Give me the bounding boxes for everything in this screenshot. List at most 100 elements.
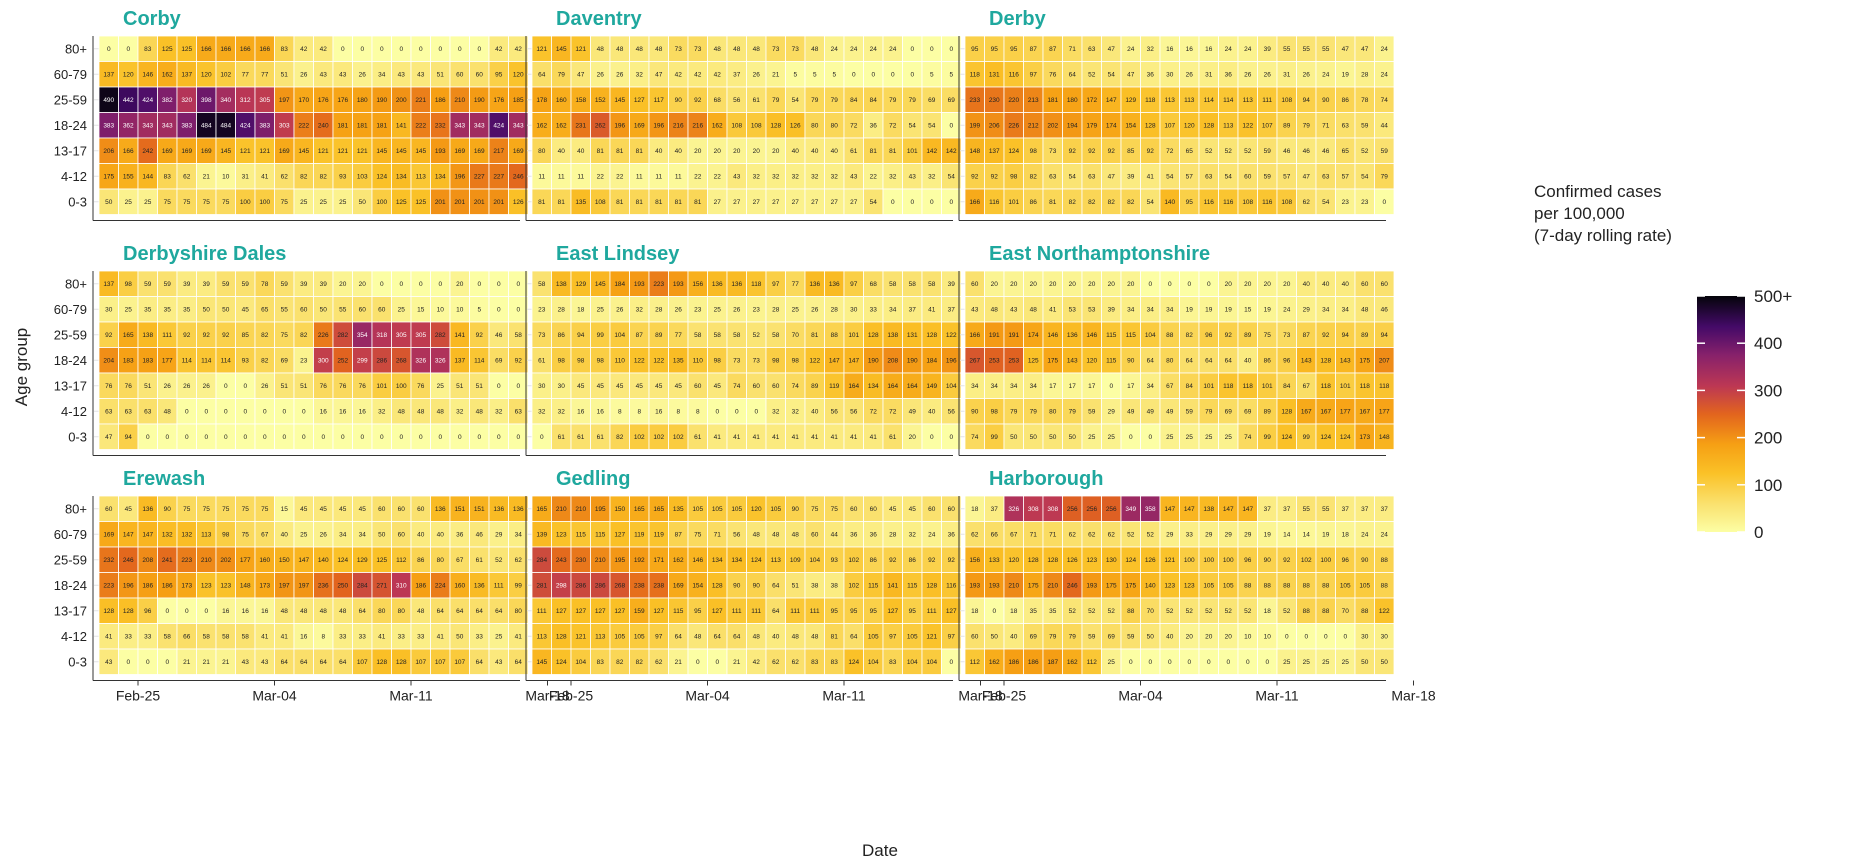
cell-value-label: 59: [1264, 174, 1272, 181]
cell-value-label: 305: [259, 97, 270, 104]
cell-value-label: 169: [474, 148, 485, 155]
cell-value-label: 70: [1147, 608, 1155, 615]
cell-value-label: 52: [1108, 608, 1116, 615]
cell-value-label: 152: [595, 97, 606, 104]
cell-value-label: 82: [616, 659, 624, 666]
cell-value-label: 246: [123, 557, 134, 564]
cell-value-label: 0: [458, 46, 462, 53]
cell-value-label: 95: [870, 608, 878, 615]
cell-value-label: 0: [497, 281, 501, 288]
cell-value-label: 94: [1303, 97, 1311, 104]
cell-value-label: 8: [676, 409, 680, 416]
cell-value-label: 37: [948, 307, 956, 314]
cell-value-label: 48: [398, 409, 406, 416]
cell-value-label: 64: [850, 634, 858, 641]
cell-value-label: 107: [1164, 123, 1175, 130]
cell-value-label: 114: [474, 358, 485, 365]
cell-value-label: 299: [357, 358, 368, 365]
cell-value-label: 256: [1106, 506, 1117, 513]
y-tick-label: 80+: [65, 276, 87, 291]
cell-value-label: 47: [1127, 72, 1135, 79]
cell-value-label: 216: [692, 123, 703, 130]
cell-value-label: 67: [1166, 383, 1174, 390]
cell-value-label: 92: [928, 557, 936, 564]
cell-value-label: 0: [243, 383, 247, 390]
cell-value-label: 105: [712, 506, 723, 513]
cell-value-label: 95: [694, 608, 702, 615]
cell-value-label: 87: [636, 332, 644, 339]
cell-value-label: 97: [948, 634, 956, 641]
cell-value-label: 60: [928, 506, 936, 513]
cell-value-label: 155: [123, 174, 134, 181]
cell-value-label: 36: [456, 532, 464, 539]
cell-value-label: 32: [636, 72, 644, 79]
cell-value-label: 310: [396, 583, 407, 590]
cell-value-label: 75: [222, 199, 230, 206]
cell-value-label: 40: [655, 148, 663, 155]
cell-value-label: 48: [164, 409, 172, 416]
cell-value-label: 62: [1069, 532, 1077, 539]
cell-value-label: 85: [1127, 148, 1135, 155]
cell-value-label: 63: [515, 409, 523, 416]
cell-value-label: 41: [792, 434, 800, 441]
cell-value-label: 116: [1009, 72, 1020, 79]
cell-value-label: 31: [1205, 72, 1213, 79]
cell-value-label: 104: [575, 659, 586, 666]
cell-value-label: 92: [991, 174, 999, 181]
cell-value-label: 26: [261, 383, 269, 390]
cell-value-label: 108: [1281, 97, 1292, 104]
cell-value-label: 111: [537, 608, 547, 615]
cell-value-label: 25: [1283, 659, 1291, 666]
cell-value-label: 134: [435, 174, 446, 181]
y-tick-label: 60-79: [54, 302, 87, 317]
cell-value-label: 104: [946, 383, 957, 390]
heatmap-cell: [1374, 188, 1395, 215]
cell-value-label: 26: [675, 307, 683, 314]
legend-tick-label: 100: [1754, 476, 1782, 495]
cell-value-label: 84: [1186, 383, 1194, 390]
cell-value-label: 26: [300, 72, 308, 79]
cell-value-label: 26: [164, 383, 172, 390]
cell-value-label: 101: [1262, 383, 1273, 390]
cell-value-label: 82: [1069, 199, 1077, 206]
cell-value-label: 51: [281, 383, 289, 390]
cell-value-label: 49: [1166, 409, 1174, 416]
cell-value-label: 61: [753, 97, 761, 104]
cell-value-label: 50: [222, 307, 230, 314]
panel-title: Derby: [989, 8, 1047, 30]
cell-value-label: 48: [772, 532, 780, 539]
cell-value-label: 134: [868, 383, 879, 390]
cell-value-label: 0: [126, 46, 130, 53]
cell-value-label: 75: [164, 199, 172, 206]
cell-value-label: 113: [416, 174, 427, 181]
cell-value-label: 0: [949, 434, 953, 441]
cell-value-label: 27: [772, 199, 780, 206]
cell-value-label: 0: [1187, 659, 1191, 666]
cell-value-label: 191: [989, 332, 1000, 339]
cell-value-label: 383: [103, 123, 114, 130]
cell-value-label: 28: [772, 307, 780, 314]
cell-value-label: 268: [614, 583, 625, 590]
cell-value-label: 122: [653, 358, 664, 365]
cell-value-label: 177: [1340, 409, 1351, 416]
cell-value-label: 8: [637, 409, 641, 416]
cell-value-label: 58: [733, 332, 741, 339]
cell-value-label: 145: [376, 148, 387, 155]
cell-value-label: 34: [515, 532, 523, 539]
cell-value-label: 25: [1205, 434, 1213, 441]
cell-value-label: 39: [183, 281, 191, 288]
cell-value-label: 81: [675, 199, 683, 206]
cell-value-label: 0: [321, 434, 325, 441]
cell-value-label: 25: [437, 383, 445, 390]
cell-value-label: 73: [1049, 148, 1057, 155]
cell-value-label: 128: [556, 634, 567, 641]
cell-value-label: 40: [811, 148, 819, 155]
panel-title: Derbyshire Dales: [123, 243, 286, 265]
cell-value-label: 54: [1069, 174, 1077, 181]
cell-value-label: 26: [753, 72, 761, 79]
cell-value-label: 107: [435, 659, 446, 666]
cell-value-label: 83: [281, 46, 289, 53]
cell-value-label: 0: [360, 434, 364, 441]
cell-value-label: 308: [1047, 506, 1058, 513]
cell-value-label: 41: [1049, 307, 1057, 314]
